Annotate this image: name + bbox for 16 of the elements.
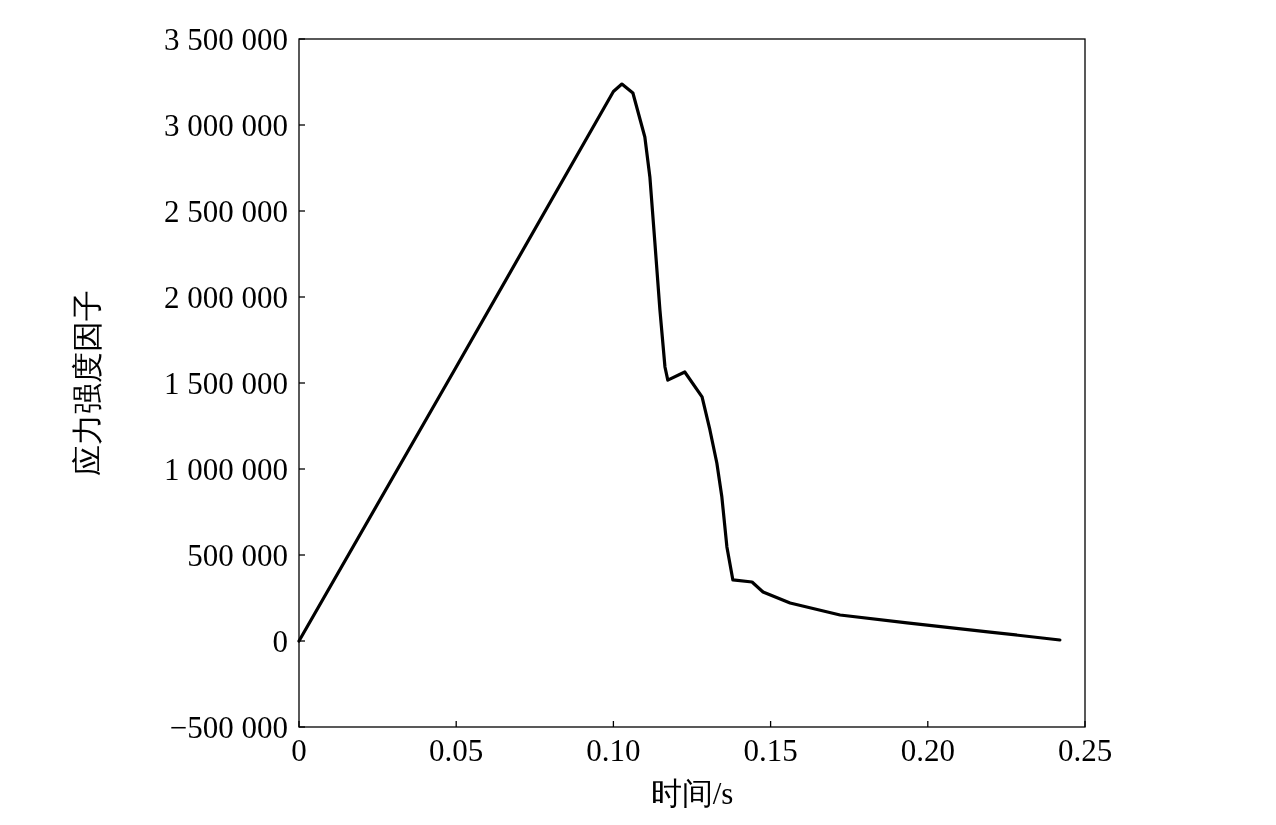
x-tick-label: 0.25 <box>1057 733 1113 768</box>
x-tick-label: 0.20 <box>900 733 955 768</box>
x-tick-label: 0.10 <box>586 733 641 768</box>
y-tick-label: 2 000 000 <box>164 280 288 315</box>
y-tick-label: 2 500 000 <box>164 194 288 229</box>
x-axis-title: 时间/s <box>650 776 734 811</box>
y-tick-label: 1 500 000 <box>164 366 288 401</box>
y-tick-label: 0 <box>272 624 288 659</box>
y-tick-label: 1 000 000 <box>164 452 288 487</box>
y-tick-label: −500 000 <box>169 710 288 745</box>
y-tick-label: 3 500 000 <box>164 22 288 57</box>
x-tick-label: 0.15 <box>743 733 798 768</box>
y-tick-label: 3 000 000 <box>164 108 288 143</box>
x-tick-label: 0.05 <box>429 733 484 768</box>
y-tick-label: 500 000 <box>187 538 288 573</box>
y-axis-title: 应力强度因子 <box>70 290 105 476</box>
